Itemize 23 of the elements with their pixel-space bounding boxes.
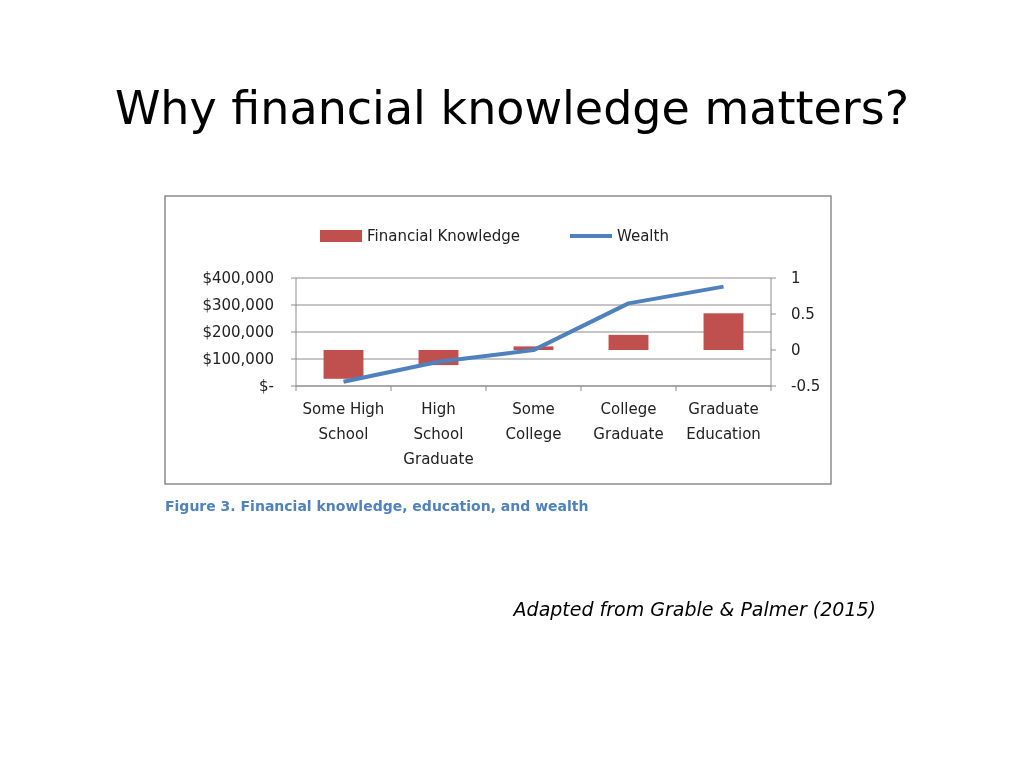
x-tick-label: High School Graduate <box>403 400 474 468</box>
legend-label: Financial Knowledge <box>367 227 520 246</box>
caption: Figure 3. Financial knowledge, education, and wealth <box>165 498 589 514</box>
y-tick-label: $- <box>259 377 274 396</box>
bar <box>608 334 649 350</box>
bar <box>323 350 364 379</box>
x-tick-label: Graduate Education <box>686 400 761 443</box>
text: Adapted from Grable & Palmer (2015) <box>511 598 876 620</box>
x-tick-label: College Graduate <box>593 400 664 443</box>
line-series <box>341 284 726 384</box>
y-tick-label: $300,000 <box>202 296 274 315</box>
x-tick-label: Some College <box>505 400 562 443</box>
y-tick-label: $400,000 <box>202 269 274 288</box>
y2-tick-label: 0.5 <box>791 305 815 324</box>
x-tick-label: Some High School <box>302 400 385 443</box>
y-tick-label: $200,000 <box>202 323 274 342</box>
y-tick-label: $100,000 <box>202 350 274 369</box>
bar <box>703 313 744 350</box>
chart-title: Why financial knowledge matters? <box>114 81 910 135</box>
y2-tick-label: -0.5 <box>791 377 821 396</box>
y2-tick-label: 1 <box>791 269 801 288</box>
legend-label: Wealth <box>617 227 669 246</box>
y2-tick-label: 0 <box>791 341 801 360</box>
